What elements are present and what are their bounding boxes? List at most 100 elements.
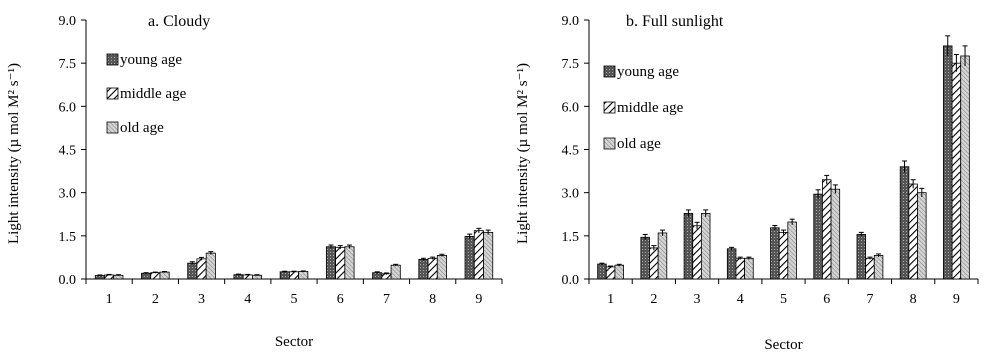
y-tick-label: 1.5 xyxy=(59,230,77,245)
bar-middle-sector-2 xyxy=(649,247,659,280)
x-tick-label: 2 xyxy=(152,292,159,307)
y-tick-label: 0.0 xyxy=(59,273,77,288)
x-tick-label: 4 xyxy=(737,292,744,307)
bar-young-sector-6 xyxy=(813,193,823,280)
y-tick-label: 3.0 xyxy=(562,187,580,202)
bar-old-sector-9 xyxy=(483,231,494,280)
bar-middle-sector-4 xyxy=(242,274,253,280)
bar-young-sector-5 xyxy=(279,271,290,280)
legend-swatch-young xyxy=(106,53,119,66)
legend-label-old: old age xyxy=(120,120,164,136)
bar-young-sector-5 xyxy=(770,227,780,280)
bar-middle-sector-5 xyxy=(778,231,789,280)
x-tick-label: 5 xyxy=(291,292,298,307)
legend-label-middle: middle age xyxy=(617,100,684,116)
chart-panel-cloudy: 0.0 1.5 3.0 4.5 6.0 7.5 9.0 1 2 3 4 5 6 7 8 9 Sector Ligh… xyxy=(6,13,503,350)
legend-label-old: old age xyxy=(617,136,661,152)
bar-old-sector-8 xyxy=(917,192,927,280)
panel-title: a. Cloudy xyxy=(148,13,210,30)
bar-old-sector-7 xyxy=(873,255,884,280)
y-tick-label: 6.0 xyxy=(59,100,77,115)
legend-swatch-old xyxy=(106,121,119,134)
y-tick-label: 6.0 xyxy=(562,100,580,115)
bar-old-sector-3 xyxy=(205,252,216,280)
bar-old-sector-5 xyxy=(787,221,797,280)
x-tick-label: 3 xyxy=(694,292,701,307)
y-axis-title: Light intensity (µ mol M² s⁻¹) xyxy=(515,63,531,244)
x-tick-label: 7 xyxy=(383,292,390,307)
x-tick-label: 9 xyxy=(475,292,482,307)
bar-middle-sector-6 xyxy=(335,246,346,280)
legend-label-middle: middle age xyxy=(120,86,187,102)
bar-young-sector-9 xyxy=(464,236,475,280)
panel-title: b. Full sunlight xyxy=(626,13,724,30)
x-tick-label: 1 xyxy=(607,292,614,307)
bar-middle-sector-1 xyxy=(104,274,115,280)
chart-panel-full-sunlight: 0.0 1.5 3.0 4.5 6.0 7.5 9.0 1 2 3 4 5 6 7 8 9 Sector Ligh… xyxy=(515,13,979,353)
bar-old-sector-3 xyxy=(700,212,711,280)
legend-swatch-old xyxy=(603,137,616,150)
x-tick-label: 5 xyxy=(780,292,787,307)
bar-young-sector-7 xyxy=(372,272,383,280)
bar-middle-sector-3 xyxy=(692,225,702,280)
bar-old-sector-5 xyxy=(298,271,309,280)
bar-old-sector-1 xyxy=(614,264,624,280)
bar-middle-sector-8 xyxy=(908,183,918,280)
bar-old-sector-8 xyxy=(436,255,447,280)
bar-young-sector-4 xyxy=(726,248,737,280)
bar-old-sector-7 xyxy=(390,264,401,280)
y-tick-label: 1.5 xyxy=(562,230,580,245)
bar-middle-sector-6 xyxy=(822,179,832,280)
bar-young-sector-7 xyxy=(856,233,867,280)
x-tick-label: 7 xyxy=(866,292,873,307)
x-tick-label: 6 xyxy=(823,292,830,307)
bar-old-sector-4 xyxy=(744,257,754,280)
bar-old-sector-6 xyxy=(344,246,355,280)
bar-middle-sector-7 xyxy=(865,257,875,280)
bar-old-sector-9 xyxy=(960,55,970,280)
bar-middle-sector-5 xyxy=(288,271,300,280)
bar-young-sector-2 xyxy=(640,236,650,280)
x-tick-label: 9 xyxy=(953,292,960,307)
x-tick-label: 1 xyxy=(106,292,113,307)
y-axis-title: Light intensity (µ mol M² s⁻¹) xyxy=(6,63,22,244)
legend-swatch-middle xyxy=(106,87,119,100)
x-axis-title: Sector xyxy=(764,337,802,353)
bar-young-sector-3 xyxy=(187,262,198,280)
bar-middle-sector-4 xyxy=(735,257,746,280)
y-tick-label: 4.5 xyxy=(59,144,77,159)
bar-young-sector-8 xyxy=(899,166,910,280)
y-tick-label: 7.5 xyxy=(562,57,580,72)
bar-middle-sector-3 xyxy=(196,258,207,280)
bar-young-sector-2 xyxy=(141,272,152,280)
bar-young-sector-1 xyxy=(597,263,607,280)
y-tick-label: 9.0 xyxy=(59,14,77,29)
legend-swatch-young xyxy=(603,65,616,78)
bar-old-sector-2 xyxy=(159,271,170,280)
bar-middle-sector-1 xyxy=(605,266,616,280)
bar-young-sector-3 xyxy=(683,212,694,280)
bar-middle-sector-2 xyxy=(150,272,161,280)
legend-swatch-middle xyxy=(603,101,616,114)
legend-label-young: young age xyxy=(617,64,679,80)
x-tick-label: 3 xyxy=(198,292,205,307)
legend-label-young: young age xyxy=(120,52,182,68)
bar-middle-sector-8 xyxy=(427,257,438,280)
x-tick-label: 8 xyxy=(910,292,917,307)
bar-old-sector-2 xyxy=(657,232,668,280)
x-tick-label: 4 xyxy=(244,292,251,307)
x-tick-label: 6 xyxy=(337,292,344,307)
x-tick-label: 2 xyxy=(650,292,657,307)
x-tick-label: 8 xyxy=(429,292,436,307)
bar-young-sector-4 xyxy=(233,274,244,280)
y-tick-label: 3.0 xyxy=(59,187,77,202)
y-tick-label: 4.5 xyxy=(562,144,580,159)
bar-young-sector-8 xyxy=(418,259,429,280)
bar-young-sector-9 xyxy=(943,45,953,280)
bar-young-sector-6 xyxy=(325,246,337,280)
bar-middle-sector-9 xyxy=(951,62,962,280)
bar-middle-sector-9 xyxy=(473,230,484,280)
bar-old-sector-6 xyxy=(830,188,841,280)
x-axis-title: Sector xyxy=(275,334,313,350)
